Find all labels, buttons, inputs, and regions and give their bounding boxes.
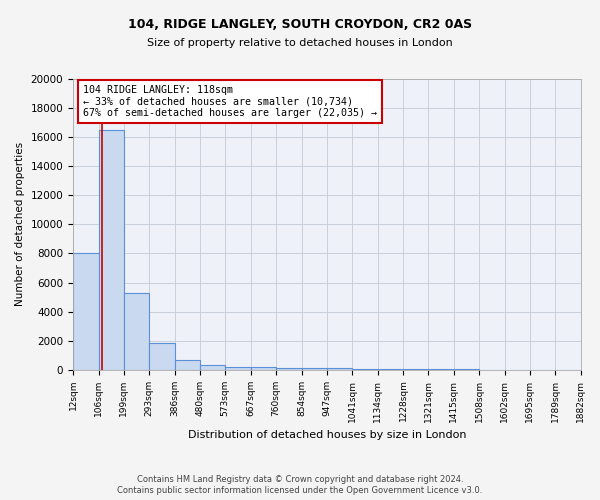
Bar (200, 366, 225, 370)
Bar (149, 343, 175, 370)
Bar (73, 254, 98, 370)
Bar (175, 360, 200, 370)
Bar (327, 368, 352, 370)
Bar (124, 293, 149, 370)
Bar (352, 368, 377, 370)
Bar (276, 368, 302, 370)
Text: 104 RIDGE LANGLEY: 118sqm
← 33% of detached houses are smaller (10,734)
67% of s: 104 RIDGE LANGLEY: 118sqm ← 33% of detac… (83, 85, 377, 118)
Text: Contains public sector information licensed under the Open Government Licence v3: Contains public sector information licen… (118, 486, 482, 495)
Bar (428, 369, 454, 370)
Bar (225, 366, 251, 370)
X-axis label: Distribution of detached houses by size in London: Distribution of detached houses by size … (188, 430, 466, 440)
Bar (403, 369, 428, 370)
Text: 104, RIDGE LANGLEY, SOUTH CROYDON, CR2 0AS: 104, RIDGE LANGLEY, SOUTH CROYDON, CR2 0… (128, 18, 472, 30)
Text: Contains HM Land Registry data © Crown copyright and database right 2024.: Contains HM Land Registry data © Crown c… (137, 475, 463, 484)
Bar (302, 368, 327, 370)
Bar (377, 369, 403, 370)
Y-axis label: Number of detached properties: Number of detached properties (15, 142, 25, 306)
Text: Size of property relative to detached houses in London: Size of property relative to detached ho… (147, 38, 453, 48)
Bar (98, 130, 124, 370)
Bar (251, 368, 276, 370)
